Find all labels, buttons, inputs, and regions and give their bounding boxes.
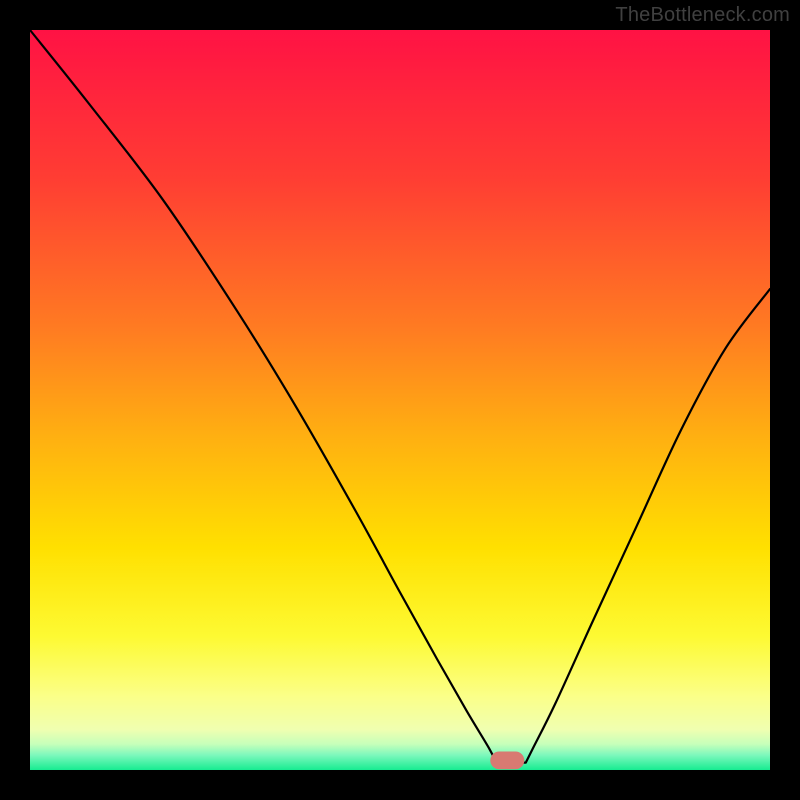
optimum-marker	[490, 752, 524, 770]
plot-background	[30, 30, 770, 770]
chart-frame: TheBottleneck.com	[0, 0, 800, 800]
bottleneck-chart	[0, 0, 800, 800]
